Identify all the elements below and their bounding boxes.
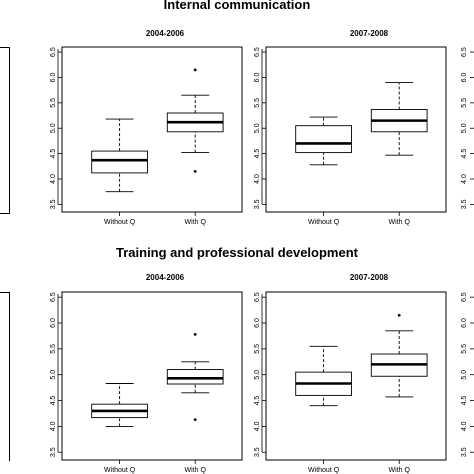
y-tick-label: 4.0 bbox=[254, 421, 261, 431]
y-tick-label: 4.5 bbox=[461, 149, 468, 159]
y-tick-label: 3.5 bbox=[50, 447, 57, 457]
partial-panel-left-top bbox=[0, 47, 10, 214]
y-tick-label: 6.0 bbox=[50, 318, 57, 328]
box-iqr bbox=[91, 150, 148, 174]
y-tick-label: 4.0 bbox=[50, 421, 57, 431]
x-tick-label: Without Q bbox=[308, 219, 340, 226]
outlier-point bbox=[193, 332, 197, 336]
y-tick-label: 3.5 bbox=[461, 447, 468, 457]
y-tick-label: 6.0 bbox=[461, 72, 468, 82]
plot-frame bbox=[61, 46, 243, 213]
y-tick-label: 6.5 bbox=[50, 47, 57, 57]
box-without-q bbox=[91, 118, 148, 193]
outlier-point bbox=[193, 169, 197, 173]
x-tick-label: With Q bbox=[389, 467, 411, 474]
y-tick-label: 5.5 bbox=[461, 98, 468, 108]
x-tick-label: With Q bbox=[185, 467, 207, 474]
y-tick-label: 3.5 bbox=[50, 199, 57, 209]
y-tick-label: 5.5 bbox=[50, 98, 57, 108]
plot-frame bbox=[61, 291, 243, 461]
x-tick-label: With Q bbox=[185, 219, 207, 226]
boxplot-panel-1: 3.5 4.0 4.5 5.0 5.5 6.0 6.5 Without Q With Q bbox=[254, 46, 447, 226]
y-tick-label: 5.5 bbox=[461, 344, 468, 354]
section-title-internal-communication: Internal communication bbox=[163, 0, 311, 12]
box-without-q bbox=[295, 116, 352, 166]
box-with-q bbox=[166, 68, 224, 173]
panel-title-ic-2007: 2007-2008 bbox=[349, 29, 389, 38]
y-tick-label: 4.5 bbox=[254, 149, 261, 159]
y-tick-label: 6.0 bbox=[254, 318, 261, 328]
boxplot-panel-0: 3.5 4.0 4.5 5.0 5.5 6.0 6.5 Without Q With Q bbox=[50, 46, 243, 226]
y-tick-label: 4.0 bbox=[461, 421, 468, 431]
y-tick-label: 6.5 bbox=[254, 292, 261, 302]
y-tick-label: 6.0 bbox=[50, 72, 57, 82]
x-tick-label: Without Q bbox=[104, 467, 136, 474]
y-tick-label: 5.0 bbox=[254, 123, 261, 133]
y-tick-label: 3.5 bbox=[254, 199, 261, 209]
y-tick-label: 5.5 bbox=[254, 344, 261, 354]
y-tick-label: 4.0 bbox=[461, 174, 468, 184]
y-tick-label: 6.5 bbox=[461, 292, 468, 302]
outlier-point bbox=[193, 68, 197, 72]
y-tick-label: 6.0 bbox=[461, 318, 468, 328]
outlier-point bbox=[193, 418, 197, 422]
y-tick-label: 6.5 bbox=[50, 292, 57, 302]
x-tick-label: With Q bbox=[389, 219, 411, 226]
y-tick-label: 5.0 bbox=[254, 370, 261, 380]
box-with-q bbox=[370, 82, 428, 156]
y-tick-label: 6.5 bbox=[254, 47, 261, 57]
x-tick-label: Without Q bbox=[104, 219, 136, 226]
box-iqr bbox=[295, 125, 352, 154]
plot-frame bbox=[265, 291, 447, 461]
y-tick-label: 4.5 bbox=[461, 396, 468, 406]
box-with-q bbox=[370, 313, 428, 398]
boxplot-panel-3: 3.5 4.0 4.5 5.0 5.5 6.0 6.5 Without Q With Q bbox=[254, 291, 447, 474]
partial-axis-right-1: 3.5 4.0 4.5 5.0 5.5 6.0 6.5 bbox=[461, 292, 474, 457]
panel-title-tpd-2007: 2007-2008 bbox=[349, 273, 389, 282]
y-tick-label: 4.0 bbox=[50, 174, 57, 184]
y-tick-label: 4.5 bbox=[50, 149, 57, 159]
y-tick-label: 4.0 bbox=[254, 174, 261, 184]
y-tick-label: 5.0 bbox=[50, 123, 57, 133]
box-without-q bbox=[295, 345, 352, 407]
section-title-training: Training and professional development bbox=[116, 245, 358, 260]
plot-frame bbox=[265, 46, 447, 213]
panel-title-tpd-2004: 2004-2006 bbox=[145, 273, 185, 282]
y-tick-label: 5.0 bbox=[50, 370, 57, 380]
partial-axis-right-0: 3.5 4.0 4.5 5.0 5.5 6.0 6.5 bbox=[461, 47, 474, 209]
partial-panel-left-bottom bbox=[0, 292, 10, 461]
panel-title-ic-2004: 2004-2006 bbox=[145, 29, 185, 38]
y-tick-label: 6.5 bbox=[461, 47, 468, 57]
outlier-point bbox=[397, 313, 401, 317]
y-tick-label: 5.0 bbox=[461, 123, 468, 133]
x-tick-label: Without Q bbox=[308, 467, 340, 474]
box-iqr bbox=[166, 369, 224, 385]
y-tick-label: 3.5 bbox=[461, 199, 468, 209]
box-with-q bbox=[166, 332, 224, 422]
box-without-q bbox=[91, 383, 148, 427]
boxplot-panel-2: 3.5 4.0 4.5 5.0 5.5 6.0 6.5 Without Q With Q bbox=[50, 291, 243, 474]
y-tick-label: 5.5 bbox=[254, 98, 261, 108]
y-tick-label: 5.0 bbox=[461, 370, 468, 380]
y-tick-label: 4.5 bbox=[50, 396, 57, 406]
y-tick-label: 4.5 bbox=[254, 396, 261, 406]
y-tick-label: 5.5 bbox=[50, 344, 57, 354]
y-tick-label: 3.5 bbox=[254, 447, 261, 457]
y-tick-label: 6.0 bbox=[254, 72, 261, 82]
